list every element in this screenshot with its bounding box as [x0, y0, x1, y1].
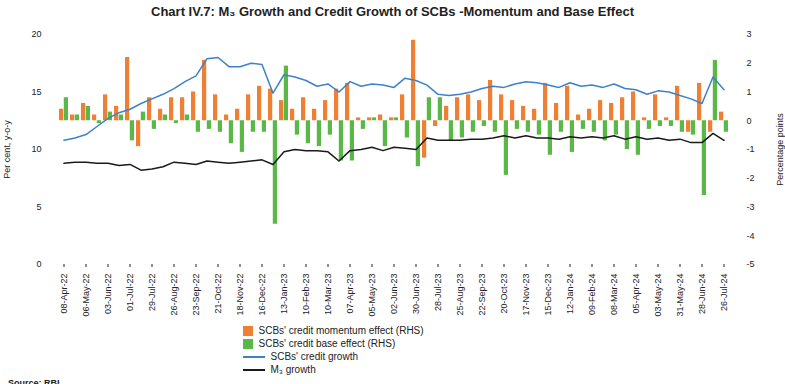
svg-text:1: 1 — [747, 87, 752, 97]
svg-text:28-Jun-24: 28-Jun-24 — [697, 274, 707, 315]
svg-text:25-Aug-23: 25-Aug-23 — [455, 274, 465, 316]
svg-text:10: 10 — [31, 144, 41, 154]
svg-text:05-May-23: 05-May-23 — [367, 274, 377, 317]
svg-text:16-Dec-22: 16-Dec-22 — [257, 274, 267, 316]
svg-text:08-Mar-24: 08-Mar-24 — [609, 274, 619, 316]
svg-text:03-Jun-22: 03-Jun-22 — [103, 274, 113, 315]
svg-text:10-Feb-23: 10-Feb-23 — [301, 274, 311, 316]
svg-text:-2: -2 — [747, 173, 755, 183]
svg-text:3: 3 — [747, 29, 752, 39]
svg-text:05-Apr-24: 05-Apr-24 — [631, 274, 641, 314]
html-text:SCBs' credit base effect (RHS): SCBs' credit base effect (RHS) — [258, 338, 396, 349]
svg-text:5: 5 — [36, 202, 41, 212]
html-text:SCBs' credit momentum effect (: SCBs' credit momentum effect (RHS) — [258, 325, 424, 336]
svg-text:06-May-22: 06-May-22 — [81, 274, 91, 317]
svg-text:Percentage points: Percentage points — [775, 113, 785, 186]
svg-text:03-May-24: 03-May-24 — [653, 274, 663, 317]
svg-text:30-Jun-23: 30-Jun-23 — [411, 274, 421, 315]
svg-text:01-Jul-22: 01-Jul-22 — [125, 274, 135, 312]
svg-text:0: 0 — [747, 116, 752, 126]
svg-text:09-Feb-24: 09-Feb-24 — [587, 274, 597, 316]
svg-text:10-Mar-23: 10-Mar-23 — [323, 274, 333, 316]
svg-text:26-Jul-24: 26-Jul-24 — [719, 274, 729, 312]
html-text:M₃ growth: M₃ growth — [270, 364, 316, 375]
svg-text:Per cent, y-o-y: Per cent, y-o-y — [2, 120, 12, 179]
svg-text:28-Jul-23: 28-Jul-23 — [433, 274, 443, 312]
svg-text:15: 15 — [31, 87, 41, 97]
svg-text:13-Jan-23: 13-Jan-23 — [279, 274, 289, 315]
svg-text:02-Jun-23: 02-Jun-23 — [389, 274, 399, 315]
svg-text:12-Jan-24: 12-Jan-24 — [565, 274, 575, 315]
svg-text:26-Aug-22: 26-Aug-22 — [169, 274, 179, 316]
html-text:Chart IV.7: M₃ Growth and Cred: Chart IV.7: M₃ Growth and Credit Growth … — [151, 4, 634, 19]
svg-text:31-May-24: 31-May-24 — [675, 274, 685, 317]
svg-text:18-Nov-22: 18-Nov-22 — [235, 274, 245, 316]
svg-text:29-Jul-22: 29-Jul-22 — [147, 274, 157, 312]
svg-text:20-Oct-23: 20-Oct-23 — [499, 274, 509, 314]
svg-text:-4: -4 — [747, 231, 755, 241]
svg-text:07-Apr-23: 07-Apr-23 — [345, 274, 355, 314]
svg-text:21-Oct-22: 21-Oct-22 — [213, 274, 223, 314]
svg-text:-5: -5 — [747, 259, 755, 269]
svg-text:0: 0 — [36, 259, 41, 269]
svg-text:-1: -1 — [747, 144, 755, 154]
svg-text:17-Nov-23: 17-Nov-23 — [521, 274, 531, 316]
svg-text:15-Dec-23: 15-Dec-23 — [543, 274, 553, 316]
svg-text:-3: -3 — [747, 202, 755, 212]
svg-text:23-Sep-22: 23-Sep-22 — [191, 274, 201, 316]
svg-text:2: 2 — [747, 58, 752, 68]
html-text:SCBs' credit growth: SCBs' credit growth — [270, 351, 358, 362]
svg-text:22-Sep-23: 22-Sep-23 — [477, 274, 487, 316]
svg-text:20: 20 — [31, 29, 41, 39]
svg-text:08-Apr-22: 08-Apr-22 — [59, 274, 69, 314]
